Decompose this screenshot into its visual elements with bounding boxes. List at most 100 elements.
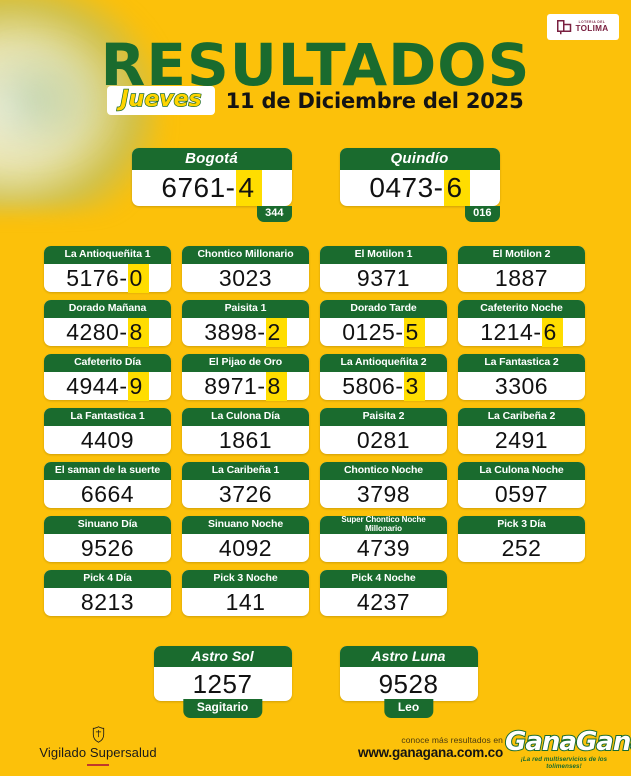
result-number-base: 5176- [66,264,128,291]
day-badge: Jueves [107,86,215,115]
result-card-title: Sinuano Día [44,516,171,534]
result-card[interactable]: El Pijao de Oro 8971- 8 [182,354,309,401]
loteria-del-tolima-logo: LOTERIA DEL TOLIMA [547,14,619,40]
result-card[interactable]: El Motilon 1 9371 [320,246,447,292]
result-number-base: 4092 [218,534,273,561]
result-card-title: Pick 4 Día [44,570,171,588]
result-card-number: 4944- 9 [44,371,171,401]
result-card-astro-sol[interactable]: Astro Sol 1257 Sagitario [153,646,292,718]
result-card[interactable]: La Culona Día 1861 [182,408,309,454]
result-number-highlight: 8 [127,317,149,347]
result-card-number: 252 [458,534,585,562]
result-card[interactable]: El Motilon 2 1887 [458,246,585,292]
result-card-bogota[interactable]: Bogotá 6761- 4 344 [131,148,292,222]
result-number-base: 3898- [204,318,266,345]
result-number-base: 4280- [66,318,128,345]
website-url[interactable]: www.ganagana.com.co [358,745,503,760]
astro-results-row: Astro Sol 1257 Sagitario Astro Luna 9528… [0,646,631,718]
page-title-wrap: RESULTADOS [0,31,631,99]
result-number-highlight: 8 [265,371,287,401]
result-card[interactable]: Cafeterito Noche 1214- 6 [458,300,585,347]
result-card-title: El saman de la suerte [44,462,171,480]
result-card[interactable]: La Fantastica 1 4409 [44,408,171,454]
result-card[interactable]: La Culona Noche 0597 [458,462,585,508]
result-card[interactable]: Dorado Tarde 0125- 5 [320,300,447,347]
result-number-base: 4739 [356,534,411,561]
result-card-title: La Antioqueñita 1 [44,246,171,264]
result-number-base: 252 [501,534,542,561]
result-card-number: 3726 [182,480,309,508]
result-card-number: 0125- 5 [320,317,447,347]
result-card[interactable]: El saman de la suerte 6664 [44,462,171,508]
result-card[interactable]: La Antioqueñita 1 5176- 0 [44,246,171,293]
result-card-number: 4280- 8 [44,317,171,347]
vigilado-supersalud: Vigilado Supersalud [18,725,178,766]
featured-results-row: Bogotá 6761- 4 344 Quindío 0473- 6 016 [0,148,631,222]
result-card[interactable]: Pick 3 Día 252 [458,516,585,562]
tolima-logo-small-text: LOTERIA DEL [578,20,606,25]
result-card[interactable]: La Caribeña 2 2491 [458,408,585,454]
result-card[interactable]: Dorado Mañana 4280- 8 [44,300,171,347]
result-card[interactable]: La Fantastica 2 3306 [458,354,585,400]
result-card-number: 8213 [44,588,171,616]
result-card[interactable]: Super Chontico Noche Millonario 4739 [320,515,447,562]
result-card[interactable]: Sinuano Noche 4092 [182,516,309,562]
result-number-highlight: 2 [265,317,287,347]
result-card-title: Pick 3 Día [458,516,585,534]
result-card[interactable]: Pick 4 Día 8213 [44,570,171,616]
zodiac-sign-badge: Leo [383,699,434,718]
result-card-title: Quindío [339,148,500,170]
result-card-title: La Antioqueñita 2 [320,354,447,372]
result-card-title: La Caribeña 2 [458,408,585,426]
result-card-title: La Fantastica 2 [458,354,585,372]
result-card[interactable]: La Caribeña 1 3726 [182,462,309,508]
page-title: RESULTADOS [100,31,531,99]
result-number-base: 6664 [80,480,135,507]
result-card-number: 141 [182,588,309,616]
result-card[interactable]: Pick 4 Noche 4237 [320,570,447,616]
result-card[interactable]: Cafeterito Día 4944- 9 [44,354,171,401]
result-card-title: El Motilon 1 [320,246,447,264]
result-card-quindio[interactable]: Quindío 0473- 6 016 [339,148,500,222]
result-number-base: 5806- [342,372,404,399]
result-card-number: 6761- 4 [132,170,292,206]
result-card-number: 1214- 6 [458,317,585,347]
result-card[interactable]: Paisita 2 0281 [320,408,447,454]
result-card-number: 4409 [44,426,171,454]
result-card-number: 5806- 3 [320,371,447,401]
ganagana-word-b: Gana [575,727,631,757]
result-card-title: El Pijao de Oro [182,354,309,372]
result-card-title: Super Chontico Noche Millonario [320,515,447,534]
result-number-base: 0125- [342,318,404,345]
result-card-number: 9371 [320,264,447,292]
ganagana-wordmark: GanaGana [504,728,631,756]
header-subline: Jueves 11 de Diciembre del 2025 [0,86,631,115]
result-card[interactable]: Chontico Millonario 3023 [182,246,309,292]
result-card-title: Pick 4 Noche [320,570,447,588]
result-number-base: 1214- [480,318,542,345]
result-number-base: 0473- [369,172,444,203]
tolima-monogram-icon [557,19,572,34]
result-card-badge: 016 [465,206,500,222]
result-number-highlight: 6 [443,170,470,206]
more-results-block: conoce más resultados en www.ganagana.co… [358,735,503,760]
result-card-number: 6664 [44,480,171,508]
result-card-title: Cafeterito Día [44,354,171,372]
result-card[interactable]: Chontico Noche 3798 [320,462,447,508]
result-card-title: Paisita 1 [182,300,309,318]
result-card[interactable]: Paisita 1 3898- 2 [182,300,309,347]
results-grid: La Antioqueñita 1 5176- 0 Chontico Millonar… [44,246,587,616]
result-number-base: 1887 [494,264,549,291]
result-card[interactable]: Sinuano Día 9526 [44,516,171,562]
result-card-astro-luna[interactable]: Astro Luna 9528 Leo [339,646,478,718]
result-card[interactable]: La Antioqueñita 2 5806- 3 [320,354,447,401]
result-card-number: 1861 [182,426,309,454]
result-card-number: 4092 [182,534,309,562]
result-card[interactable]: Pick 3 Noche 141 [182,570,309,616]
result-number-highlight: 5 [403,317,425,347]
result-number-base: 8213 [80,588,135,615]
more-results-label: conoce más resultados en [401,735,503,745]
result-number-base: 2491 [494,426,549,453]
result-card-title: Dorado Mañana [44,300,171,318]
